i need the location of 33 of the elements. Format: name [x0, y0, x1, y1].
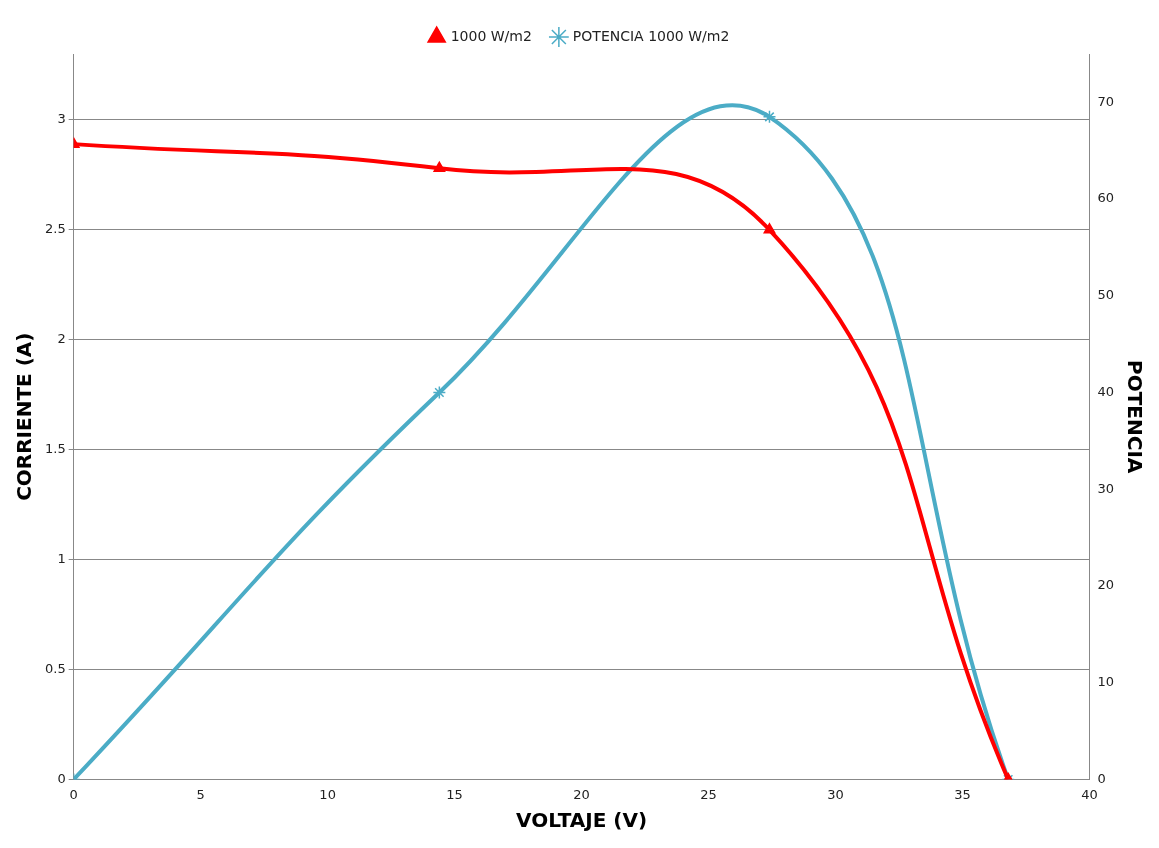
- y-tick-label: 1.5: [44, 441, 66, 457]
- y2-tick-label: 50: [1097, 287, 1114, 303]
- point: [433, 161, 446, 173]
- y2-tick-label: 70: [1097, 93, 1114, 109]
- point: [762, 110, 777, 124]
- y2-tick-label: 40: [1097, 383, 1114, 399]
- y2-tick-label: 10: [1097, 674, 1114, 690]
- x-tick-label: 35: [954, 786, 971, 802]
- legend-label: POTENCIA 1000 W/m2: [572, 27, 730, 44]
- x-tick-label: 5: [196, 786, 205, 802]
- y2-axis-title: POTENCIA: [1122, 360, 1147, 474]
- y2-tick-label: 60: [1097, 190, 1114, 206]
- y2-tick-label: 20: [1097, 577, 1114, 593]
- x-axis-title: VOLTAJE (V): [516, 808, 648, 833]
- x-tick-label: 10: [319, 786, 336, 802]
- x-tick-label: 25: [700, 786, 717, 802]
- x-tick-label: 15: [446, 786, 463, 802]
- legend-label: 1000 W/m2: [450, 27, 532, 44]
- y-tick-label: 0.5: [44, 660, 66, 676]
- point: [763, 223, 776, 234]
- x-tick-label: 0: [69, 786, 78, 802]
- y-tick-label: 1: [57, 550, 66, 566]
- x-tick-label: 20: [573, 786, 590, 802]
- y-tick-label: 2.5: [44, 221, 66, 237]
- point: [432, 385, 447, 400]
- y-axis-title: CORRIENTE (A): [12, 332, 37, 501]
- y-tick-label: 2: [57, 331, 66, 347]
- y-tick-label: 0: [57, 770, 66, 786]
- y-tick-label: 3: [57, 111, 66, 127]
- x-tick-label: 40: [1081, 786, 1098, 802]
- y2-tick-label: 30: [1097, 480, 1114, 496]
- x-tick-label: 30: [827, 786, 844, 802]
- y2-tick-label: 0: [1097, 770, 1106, 786]
